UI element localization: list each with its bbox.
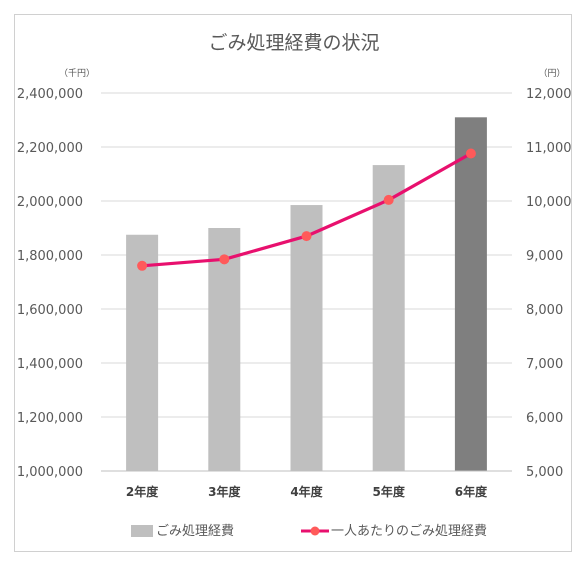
category-label: 6年度 [455, 484, 488, 499]
right-axis-ticks: 5,000 6,000 7,000 8,000 9,000 10,000 11,000 12,… [526, 87, 572, 480]
bar [372, 165, 405, 471]
bar-series [126, 117, 487, 472]
bar [290, 205, 323, 472]
legend-label-line: 一人あたりのごみ処理経費 [331, 523, 487, 539]
category-labels: 2年度 3年度 4年度 5年度 6年度 [126, 484, 488, 499]
bar [208, 228, 241, 471]
left-tick-label: 2,200,000 [17, 141, 83, 156]
chart-title: ごみ処理経費の状況 [208, 32, 379, 54]
line-marker [219, 254, 230, 265]
category-label: 3年度 [208, 484, 241, 499]
left-tick-label: 1,600,000 [17, 303, 83, 318]
right-tick-label: 11,000 [526, 141, 572, 156]
line-marker [137, 260, 148, 271]
left-axis-ticks: 1,000,000 1,200,000 1,400,000 1,600,000 1,80… [17, 87, 83, 480]
bar [454, 117, 487, 472]
chart-svg: ごみ処理経費の状況 （千円） （円） 1,000,000 1,200,000 1,4… [17, 32, 572, 539]
line-marker [383, 194, 394, 205]
chart-frame: ごみ処理経費の状況 （千円） （円） 1,000,000 1,200,000 1,4… [14, 14, 572, 552]
left-tick-label: 1,000,000 [17, 465, 83, 480]
line-series [137, 148, 476, 271]
legend-swatch-bar [131, 525, 153, 537]
right-tick-label: 10,000 [526, 195, 572, 210]
right-tick-label: 9,000 [526, 249, 563, 264]
left-tick-label: 2,000,000 [17, 195, 83, 210]
category-label: 5年度 [373, 484, 406, 499]
left-tick-label: 2,400,000 [17, 87, 83, 102]
line-marker [465, 148, 476, 159]
right-axis-unit: （円） [538, 68, 565, 79]
category-label: 4年度 [290, 484, 323, 499]
legend: ごみ処理経費 一人あたりのごみ処理経費 [131, 523, 487, 539]
left-tick-label: 1,800,000 [17, 249, 83, 264]
left-axis-unit: （千円） [59, 68, 95, 79]
bar [126, 234, 159, 471]
category-label: 2年度 [126, 484, 159, 499]
right-tick-label: 7,000 [526, 357, 563, 372]
right-tick-label: 5,000 [526, 465, 563, 480]
legend-label-bar: ごみ処理経費 [156, 523, 234, 539]
left-tick-label: 1,200,000 [17, 411, 83, 426]
right-tick-label: 8,000 [526, 303, 563, 318]
left-tick-label: 1,400,000 [17, 357, 83, 372]
right-tick-label: 12,000 [526, 87, 572, 102]
right-tick-label: 6,000 [526, 411, 563, 426]
line-marker [301, 231, 312, 242]
legend-swatch-marker [310, 526, 320, 536]
